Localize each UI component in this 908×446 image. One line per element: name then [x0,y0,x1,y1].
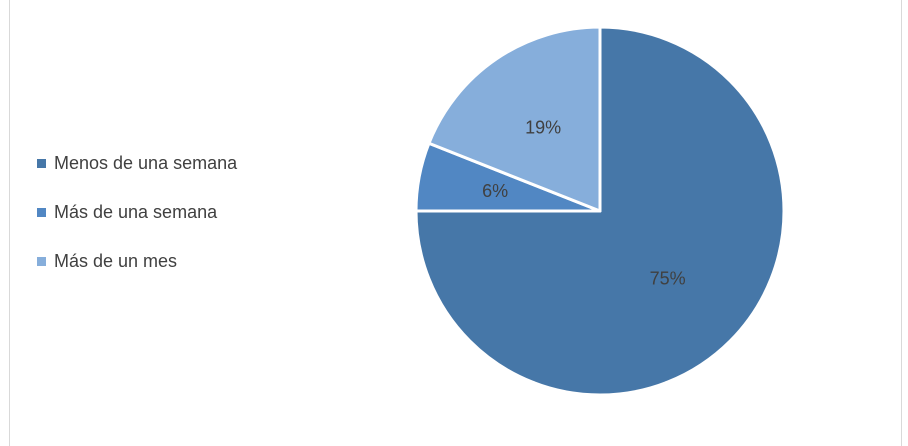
legend-label: Más de un mes [54,250,178,271]
legend-item-menos-de-una-semana: Menos de una semana [37,150,237,176]
legend-label: Más de una semana [54,201,218,222]
data-label: 19% [525,117,561,137]
legend: Menos de una semana Más de una semana Má… [37,150,237,297]
legend-swatch [37,256,46,266]
chart-border-left [9,0,10,446]
legend-item-mas-de-un-mes: Más de un mes [37,248,237,274]
legend-label: Menos de una semana [54,152,238,173]
legend-swatch [37,207,46,217]
legend-swatch [37,158,46,168]
legend-item-mas-de-una-semana: Más de una semana [37,199,237,225]
slice-menos-de-una-semana [414,25,786,397]
data-label: 6% [482,181,508,201]
data-label: 75% [650,269,686,289]
slice-mas-de-un-mes [427,25,602,213]
chart-border-right [901,0,902,446]
